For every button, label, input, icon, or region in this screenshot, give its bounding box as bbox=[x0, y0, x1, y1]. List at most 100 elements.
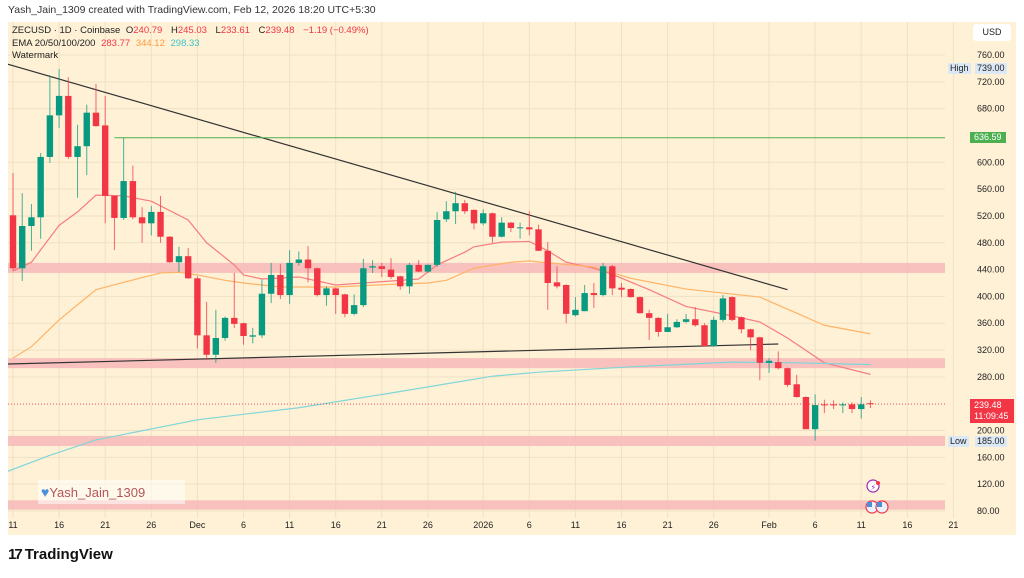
candle-body bbox=[314, 268, 321, 296]
candle-body bbox=[258, 293, 266, 336]
candle-body bbox=[618, 287, 625, 290]
candle-body bbox=[129, 181, 137, 218]
tradingview-name: TradingView bbox=[24, 546, 113, 563]
high-tag-value: 739.00 bbox=[975, 63, 1007, 74]
candle-body bbox=[719, 298, 727, 320]
candle-body bbox=[120, 181, 127, 218]
candle-body bbox=[286, 262, 293, 296]
candle-body bbox=[830, 404, 837, 406]
price-tick-label: 760.00 bbox=[977, 50, 1005, 60]
candle-body bbox=[526, 227, 533, 230]
candle-body bbox=[480, 213, 487, 224]
candle-body bbox=[784, 368, 791, 385]
price-tick-label: 680.00 bbox=[977, 104, 1005, 114]
candle-body bbox=[563, 285, 570, 314]
price-zone bbox=[8, 262, 945, 273]
candle-body bbox=[267, 274, 275, 294]
candle-body bbox=[553, 282, 561, 287]
currency-button[interactable]: USD bbox=[973, 24, 1011, 41]
price-tick-label: 440.00 bbox=[977, 265, 1005, 275]
bar-countdown: 11:09:45 bbox=[974, 411, 1009, 421]
candle-body bbox=[369, 266, 376, 268]
candle-body bbox=[102, 125, 109, 196]
time-tick-label: Feb bbox=[761, 520, 777, 530]
candle-body bbox=[9, 215, 17, 269]
candle-body bbox=[175, 256, 183, 263]
candle-body bbox=[572, 309, 579, 316]
price-tick-label: 160.00 bbox=[977, 452, 1005, 462]
candle-body bbox=[424, 264, 432, 272]
legend-watermark-label[interactable]: Watermark bbox=[12, 50, 59, 61]
price-tick-label: 120.00 bbox=[977, 479, 1005, 489]
change-value: −1.19 (−0.49%) bbox=[303, 25, 369, 36]
legend-symbol[interactable]: ZECUSD · 1D · Coinbase bbox=[12, 25, 121, 36]
ema200-value: 298.33 bbox=[170, 37, 200, 49]
ema-label[interactable]: EMA 20/50/100/200 bbox=[12, 37, 96, 49]
time-tick-label: 2026 bbox=[473, 520, 493, 530]
chart-frame[interactable] bbox=[8, 22, 1016, 535]
low-tag-value: 185.00 bbox=[975, 436, 1007, 447]
candle-body bbox=[507, 222, 515, 229]
high-tag-label: High bbox=[948, 63, 971, 74]
candle-body bbox=[397, 276, 404, 287]
open-label: O bbox=[125, 25, 134, 36]
ema20-value: 283.77 bbox=[101, 37, 131, 49]
time-tick-label: 11 bbox=[8, 520, 17, 530]
candle-body bbox=[489, 213, 496, 237]
candle-body bbox=[304, 259, 312, 269]
candle-body bbox=[231, 317, 238, 324]
legend-ema-row: EMA 20/50/100/200 283.77 344.12 298.33 bbox=[12, 38, 372, 51]
candle-body bbox=[645, 313, 653, 318]
lightning-glyph: ⚡ bbox=[871, 483, 877, 492]
time-tick-label: 16 bbox=[331, 520, 341, 530]
candle-body bbox=[111, 195, 118, 218]
candle-body bbox=[839, 404, 846, 406]
candle-body bbox=[166, 236, 173, 263]
time-tick-label: 6 bbox=[241, 520, 246, 530]
candle-body bbox=[867, 403, 874, 405]
candle-body bbox=[701, 325, 708, 347]
candle-body bbox=[433, 219, 441, 265]
candle-body bbox=[443, 211, 450, 220]
chart-credit: Yash_Jain_1309 created with TradingView.… bbox=[8, 4, 376, 16]
candle-body bbox=[765, 360, 773, 363]
candle-body bbox=[184, 256, 192, 279]
candle-body bbox=[28, 217, 35, 227]
candle-body bbox=[221, 317, 229, 338]
candle-body bbox=[461, 203, 468, 212]
price-tick-label: 400.00 bbox=[977, 291, 1005, 301]
candle-body bbox=[728, 297, 736, 320]
trendline bbox=[8, 63, 788, 291]
time-tick-label: 6 bbox=[527, 520, 532, 530]
candle-body bbox=[138, 217, 146, 224]
candle-body bbox=[756, 337, 764, 363]
candle-body bbox=[157, 211, 164, 237]
low-label: L bbox=[215, 25, 221, 36]
candle-body bbox=[747, 329, 754, 338]
candle-body bbox=[74, 146, 81, 157]
open-value: 240.79 bbox=[133, 25, 163, 36]
time-tick-label: 21 bbox=[100, 520, 110, 530]
support-resistance-zones bbox=[8, 262, 945, 510]
time-tick-label: 16 bbox=[54, 520, 64, 530]
ema-line bbox=[8, 361, 871, 472]
last-price-label: 239.48 11:09:45 bbox=[970, 399, 1014, 423]
time-tick-label: 11 bbox=[857, 520, 866, 530]
time-tick-label: 26 bbox=[423, 520, 433, 530]
candle-body bbox=[249, 335, 256, 337]
time-tick-label: 16 bbox=[902, 520, 912, 530]
candle-body bbox=[544, 250, 551, 284]
candle-body bbox=[194, 278, 201, 336]
candle-body bbox=[332, 288, 339, 296]
price-tick-label: 320.00 bbox=[977, 345, 1005, 355]
candle-body bbox=[203, 335, 210, 355]
candle-body bbox=[821, 404, 828, 406]
candle-body bbox=[599, 266, 607, 296]
candle-body bbox=[295, 259, 303, 263]
candle-body bbox=[498, 222, 505, 237]
candle-body bbox=[46, 115, 54, 157]
candle-body bbox=[581, 293, 588, 312]
candle-body bbox=[378, 266, 385, 269]
candle-body bbox=[360, 268, 367, 306]
